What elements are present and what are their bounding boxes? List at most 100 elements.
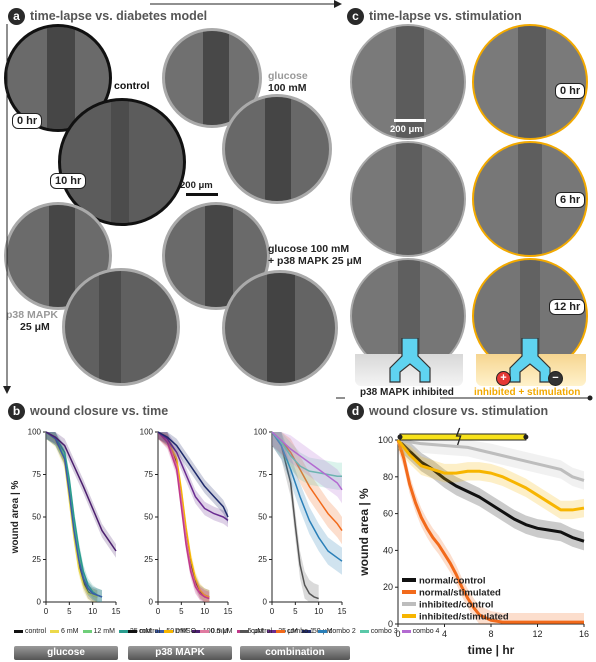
caption-glucose: glucose [14, 646, 118, 660]
y-tick-label: 0 [149, 598, 154, 607]
panel-a-title: time-lapse vs. diabetes model [30, 9, 208, 23]
series-line [396, 439, 585, 512]
x-tick-label: 0 [156, 607, 161, 616]
legend-swatch [401, 630, 411, 633]
label-combo-line1: glucose 100 mM [268, 243, 350, 255]
device-channel-right-icon [509, 338, 551, 383]
legend-swatch [276, 630, 286, 633]
x-tick-label: 5 [179, 607, 184, 616]
stimulation-bar [399, 433, 527, 441]
series-band [272, 432, 342, 545]
y-axis-label: wound area | % [357, 488, 371, 577]
legend-label: 100 mM [202, 628, 229, 635]
legend-swatch [164, 630, 174, 633]
label-glucose-conc: 100 mM [268, 82, 307, 94]
series-band [398, 440, 584, 520]
legend-item: combo 4 [401, 628, 439, 635]
y-tick-label: 0 [37, 598, 42, 607]
series-line [397, 438, 585, 482]
y-tick-label: 100 [254, 428, 268, 437]
x-tick-label: 15 [112, 607, 121, 616]
scale-bar-a [186, 193, 218, 196]
legend-swatch [200, 630, 210, 633]
legend-label: control [251, 628, 273, 635]
y-tick-label: 40 [383, 545, 393, 555]
legend-d-label: inhibited/control [419, 600, 493, 611]
x-tick-label: 5 [67, 607, 72, 616]
series-line [271, 431, 343, 562]
scale-bar-c-label: 200 μm [390, 124, 423, 135]
legend-swatch [267, 630, 277, 633]
micrograph-inhibited-6hr [350, 141, 466, 257]
legend-item: combo 1 [276, 628, 314, 635]
y-tick-label: 25 [32, 555, 41, 564]
series-line [157, 431, 229, 522]
panel-b-letter: b [8, 403, 25, 420]
series-line [157, 431, 210, 598]
legend-item: 0.5 μM [200, 628, 233, 635]
y-tick-label: 100 [140, 428, 154, 437]
y-tick-label: 50 [32, 513, 41, 522]
label-p38-conc: 25 μM [20, 321, 50, 333]
device-channel-left-icon [389, 338, 431, 383]
y-tick-label: 75 [32, 470, 41, 479]
time-tag-0hr-a: 0 hr [12, 113, 43, 129]
series-line [157, 431, 210, 600]
series-band [398, 440, 584, 551]
x-tick-label: 5 [293, 607, 298, 616]
panel-b-title: wound closure vs. time [30, 404, 169, 418]
legend-item: 25 mM [118, 628, 151, 635]
legend-label: combo 3 [370, 628, 398, 635]
legend-item: control [14, 628, 46, 635]
x-tick-label: 15 [224, 607, 233, 616]
micrograph-stimulated-0hr [472, 24, 588, 140]
time-tag-0hr-c: 0 hr [555, 83, 586, 99]
legend-swatch [359, 630, 369, 633]
panel-a-letter: a [8, 8, 25, 25]
series-band [46, 432, 116, 558]
series-line [271, 431, 319, 600]
legend-item: combo 2 [317, 628, 356, 635]
series-band [158, 432, 228, 524]
legend-label: 0.5 μM [211, 628, 233, 635]
legend-label: control [139, 628, 161, 635]
series-line [45, 431, 117, 552]
legend-label: combo 1 [287, 628, 314, 635]
series-band [398, 440, 584, 490]
legend-swatch [14, 630, 23, 633]
legend-label: 50 mM [166, 628, 188, 635]
legend-item: 6 mM [50, 628, 79, 635]
scale-bar-a-label: 200 μm [180, 180, 213, 191]
legend-b2: control DMSO 0.5 μM 5 μM 25 μM 50 μM [128, 628, 332, 635]
x-tick-label: 10 [200, 607, 209, 616]
micrograph-p38-10hr [62, 268, 180, 386]
y-tick-label: 75 [144, 470, 153, 479]
electrode-minus-icon: − [548, 371, 563, 386]
legend-label: DMSO [175, 628, 197, 635]
x-tick-label: 4 [442, 629, 447, 639]
caption-inhibited-stimulation: inhibited + stimulation [474, 387, 581, 398]
legend-label: 5 μM [247, 628, 264, 635]
series-line [396, 439, 584, 624]
micrograph-inhibited-0hr [350, 24, 466, 140]
caption-p38: p38 MAPK [128, 646, 232, 660]
series-line [271, 431, 343, 491]
legend-item: 50 mM [155, 628, 188, 635]
x-tick-label: 10 [314, 607, 323, 616]
y-tick-label: 100 [378, 435, 393, 445]
legend-label: 25 μM [278, 628, 298, 635]
chart-panel-d: 0 4 8 12 16 0 20 40 60 80 100 wound area | % time | … [357, 427, 589, 657]
micrograph-glucose-10hr [222, 94, 332, 204]
legend-item: 12 mM [82, 628, 115, 635]
legend-label: control [25, 628, 47, 635]
legend-swatch [301, 630, 311, 633]
y-tick-label: 80 [383, 472, 393, 482]
y-tick-label: 75 [258, 470, 267, 479]
y-tick-label: 50 [144, 513, 153, 522]
y-axis-label: wound area | % [10, 480, 21, 554]
legend-item: 25 μM [267, 628, 298, 635]
legend-swatch [118, 630, 128, 633]
y-tick-label: 0 [263, 598, 268, 607]
legend-b1: control 6 mM 12 mM 25 mM 50 mM 100 mM [14, 628, 228, 635]
